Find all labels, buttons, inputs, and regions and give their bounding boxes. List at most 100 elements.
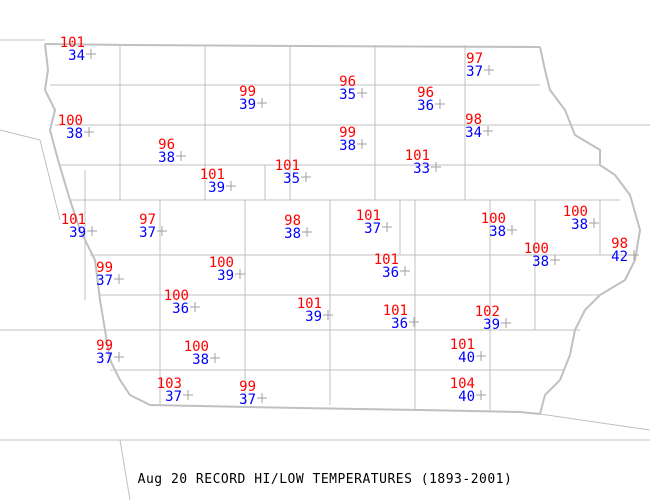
station-marker-icon bbox=[589, 218, 599, 228]
record-low: 37 bbox=[96, 351, 113, 367]
record-high: 96 bbox=[339, 74, 356, 90]
record-low: 37 bbox=[165, 389, 182, 405]
record-low: 39 bbox=[69, 225, 86, 241]
state-border-south bbox=[149, 404, 541, 415]
record-high: 101 bbox=[356, 208, 381, 224]
record-low: 36 bbox=[382, 265, 399, 281]
station-marker-icon bbox=[382, 222, 392, 232]
station-marker-icon bbox=[84, 127, 94, 137]
record-low: 36 bbox=[391, 316, 408, 332]
record-high: 101 bbox=[60, 35, 85, 51]
mississippi-river bbox=[539, 46, 642, 415]
record-high: 99 bbox=[339, 125, 356, 141]
record-low: 36 bbox=[172, 301, 189, 317]
state-line-il-mo bbox=[539, 413, 650, 431]
station-marker-icon bbox=[431, 162, 441, 172]
record-high: 101 bbox=[405, 148, 430, 164]
record-low: 42 bbox=[611, 249, 628, 265]
record-low: 38 bbox=[489, 224, 506, 240]
station-marker-icon bbox=[210, 353, 220, 363]
record-high: 98 bbox=[465, 112, 482, 128]
record-high: 100 bbox=[164, 288, 189, 304]
state-line-sd bbox=[0, 129, 61, 221]
record-low: 40 bbox=[458, 389, 475, 405]
record-low: 40 bbox=[458, 350, 475, 366]
station-marker-icon bbox=[357, 88, 367, 98]
record-low: 37 bbox=[239, 392, 256, 408]
record-low: 37 bbox=[466, 64, 483, 80]
record-low: 38 bbox=[192, 352, 209, 368]
record-high: 99 bbox=[239, 379, 256, 395]
record-high: 101 bbox=[200, 167, 225, 183]
station-marker-icon bbox=[507, 225, 517, 235]
station-marker-icon bbox=[476, 351, 486, 361]
station-marker-icon bbox=[550, 255, 560, 265]
station-marker-icon bbox=[114, 352, 124, 362]
record-low: 38 bbox=[532, 254, 549, 270]
record-high: 102 bbox=[475, 304, 500, 320]
record-high: 100 bbox=[563, 204, 588, 220]
record-low: 34 bbox=[68, 48, 85, 64]
record-high: 101 bbox=[61, 212, 86, 228]
state-border-north bbox=[44, 43, 541, 48]
station-marker-icon bbox=[323, 310, 333, 320]
record-low: 37 bbox=[96, 273, 113, 289]
record-low: 39 bbox=[208, 180, 225, 196]
station-marker-icon bbox=[501, 318, 511, 328]
record-low: 36 bbox=[417, 98, 434, 114]
map-title: Aug 20 RECORD HI/LOW TEMPERATURES (1893-… bbox=[137, 472, 513, 487]
station-marker-icon bbox=[476, 390, 486, 400]
record-low: 39 bbox=[483, 317, 500, 333]
station-marker-icon bbox=[409, 317, 419, 327]
station-marker-icon bbox=[257, 393, 267, 403]
station-marker-icon bbox=[157, 226, 167, 236]
record-high: 101 bbox=[383, 303, 408, 319]
station-marker-icon bbox=[435, 99, 445, 109]
record-low: 33 bbox=[413, 161, 430, 177]
record-high: 100 bbox=[184, 339, 209, 355]
record-high: 99 bbox=[239, 84, 256, 100]
record-low: 37 bbox=[139, 225, 156, 241]
record-low: 37 bbox=[364, 221, 381, 237]
record-high: 98 bbox=[284, 213, 301, 229]
county-grid bbox=[50, 45, 635, 412]
station-marker-icon bbox=[484, 65, 494, 75]
record-low: 38 bbox=[339, 138, 356, 154]
station-marker-icon bbox=[302, 227, 312, 237]
record-low: 38 bbox=[66, 126, 83, 142]
station-marker-icon bbox=[176, 151, 186, 161]
record-high: 101 bbox=[275, 158, 300, 174]
record-low: 34 bbox=[465, 125, 482, 141]
record-low: 38 bbox=[284, 226, 301, 242]
record-high: 100 bbox=[481, 211, 506, 227]
record-low: 39 bbox=[217, 268, 234, 284]
record-low: 35 bbox=[283, 171, 300, 187]
station-marker-icon bbox=[183, 390, 193, 400]
record-low: 39 bbox=[239, 97, 256, 113]
